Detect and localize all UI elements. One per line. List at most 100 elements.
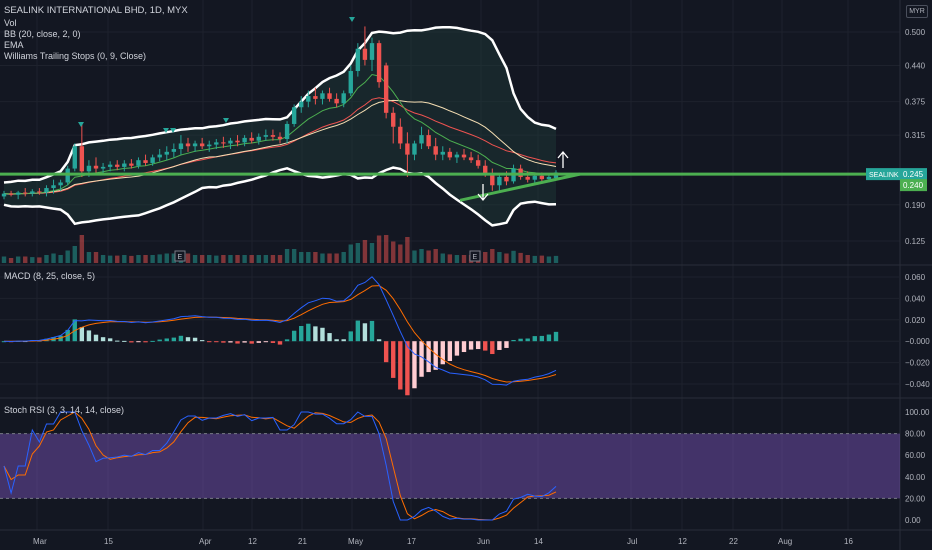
volume-bar bbox=[79, 235, 85, 263]
macd-histogram-bar bbox=[532, 336, 537, 342]
volume-bar bbox=[242, 255, 247, 263]
earnings-marker bbox=[174, 250, 186, 262]
candle-body bbox=[490, 174, 495, 186]
candle-body bbox=[440, 151, 445, 155]
volume-bar bbox=[362, 240, 368, 263]
volume-bar bbox=[270, 255, 276, 263]
last-price-symbol-tag bbox=[866, 168, 900, 181]
time-axis-label: 17 bbox=[407, 537, 416, 546]
volume-bar bbox=[277, 255, 283, 263]
candle-body bbox=[277, 136, 283, 140]
macd-histogram-bar bbox=[178, 335, 184, 342]
candle-body bbox=[341, 93, 346, 104]
candle-body bbox=[483, 165, 488, 175]
macd-histogram-bar bbox=[185, 337, 191, 342]
candle-body bbox=[284, 123, 290, 140]
last-price-tag bbox=[900, 168, 927, 181]
candle-body bbox=[100, 166, 106, 169]
volume-bar bbox=[150, 255, 155, 263]
volume-bar bbox=[256, 255, 261, 263]
macd-histogram-bar bbox=[369, 320, 375, 342]
candle-body bbox=[313, 96, 318, 99]
macd-histogram-bar bbox=[447, 341, 453, 361]
macd-signal-line bbox=[3, 285, 557, 383]
time-axis-label: 12 bbox=[248, 537, 257, 546]
volume-bar bbox=[221, 255, 226, 263]
candle-body bbox=[454, 154, 460, 158]
time-axis-label: Mar bbox=[33, 537, 47, 546]
candle-body bbox=[525, 176, 530, 180]
volume-bar bbox=[426, 250, 431, 263]
volume-bar bbox=[518, 252, 523, 263]
macd-histogram-bar bbox=[228, 341, 233, 343]
volume-bar bbox=[129, 255, 134, 263]
volume-bar bbox=[299, 252, 304, 263]
volume-bar bbox=[398, 244, 403, 263]
macd-tick-label: 0.020 bbox=[905, 316, 926, 325]
volume-bar bbox=[376, 235, 382, 263]
macd-histogram-bar bbox=[391, 341, 396, 378]
candle-body bbox=[475, 160, 481, 166]
volume-bar bbox=[86, 252, 92, 263]
currency-badge: MYR bbox=[906, 5, 928, 18]
macd-histogram-bar bbox=[426, 341, 431, 373]
volume-bar bbox=[306, 252, 311, 263]
candle-body bbox=[207, 144, 212, 147]
bb-basis-line bbox=[3, 99, 557, 195]
candle-body bbox=[270, 135, 276, 137]
volume-bar bbox=[263, 255, 269, 263]
macd-histogram-bar bbox=[553, 331, 559, 342]
candle-body bbox=[122, 163, 127, 167]
macd-histogram-bar bbox=[291, 330, 297, 342]
volume-bar bbox=[115, 255, 120, 263]
indicator-williams: Williams Trailing Stops (0, 9, Close) bbox=[4, 51, 147, 61]
time-axis-label: Jun bbox=[477, 537, 490, 546]
candle-body bbox=[51, 185, 56, 189]
level-price-value: 0.240 bbox=[903, 181, 924, 190]
candle-body bbox=[504, 176, 509, 182]
trailing-stop-marker bbox=[170, 128, 176, 133]
macd-histogram-bar bbox=[242, 341, 247, 343]
volume-bar bbox=[454, 255, 460, 263]
volume-bar bbox=[192, 255, 198, 263]
chart-title: SEALINK INTERNATIONAL BHD, 1D, MYX bbox=[4, 5, 188, 16]
volume-bar bbox=[72, 246, 77, 263]
volume-bar bbox=[122, 255, 127, 263]
stoch-tick-label: 100.00 bbox=[905, 408, 930, 417]
volume-bar bbox=[383, 235, 389, 263]
macd-histogram-bar bbox=[348, 331, 353, 342]
macd-histogram-bar bbox=[362, 323, 368, 342]
volume-bar bbox=[334, 253, 339, 263]
volume-bar bbox=[532, 255, 537, 263]
candle-body bbox=[468, 157, 474, 161]
candle-body bbox=[30, 191, 35, 194]
macd-histogram-bar bbox=[157, 339, 162, 342]
price-tick-label: 0.440 bbox=[905, 61, 926, 70]
indicator-bb: BB (20, close, 2, 0) bbox=[4, 29, 81, 39]
macd-histogram-bar bbox=[483, 341, 488, 351]
macd-histogram-bar bbox=[256, 341, 261, 343]
candle-body bbox=[171, 149, 177, 152]
candle-body bbox=[539, 175, 545, 180]
candle-body bbox=[143, 160, 148, 163]
candle-body bbox=[86, 165, 92, 172]
volume-bar bbox=[284, 249, 290, 263]
price-tick-label: 0.315 bbox=[905, 131, 926, 140]
candle-body bbox=[532, 175, 537, 180]
candle-body bbox=[8, 193, 14, 195]
time-axis-label: Aug bbox=[778, 537, 792, 546]
price-tick-label: 0.375 bbox=[905, 98, 926, 107]
volume-bar bbox=[23, 256, 28, 263]
macd-histogram-bar bbox=[327, 333, 332, 342]
macd-histogram-bar bbox=[79, 327, 85, 342]
macd-histogram-bar bbox=[405, 341, 410, 396]
volume-bar bbox=[511, 250, 516, 263]
macd-histogram-bar bbox=[518, 338, 523, 342]
macd-histogram-bar bbox=[199, 340, 205, 342]
macd-histogram-bar bbox=[100, 337, 106, 342]
up-arrow-annotation bbox=[557, 150, 569, 168]
macd-histogram-bar bbox=[468, 341, 474, 350]
macd-histogram-bar bbox=[454, 341, 460, 356]
stoch-tick-label: 80.00 bbox=[905, 430, 926, 439]
